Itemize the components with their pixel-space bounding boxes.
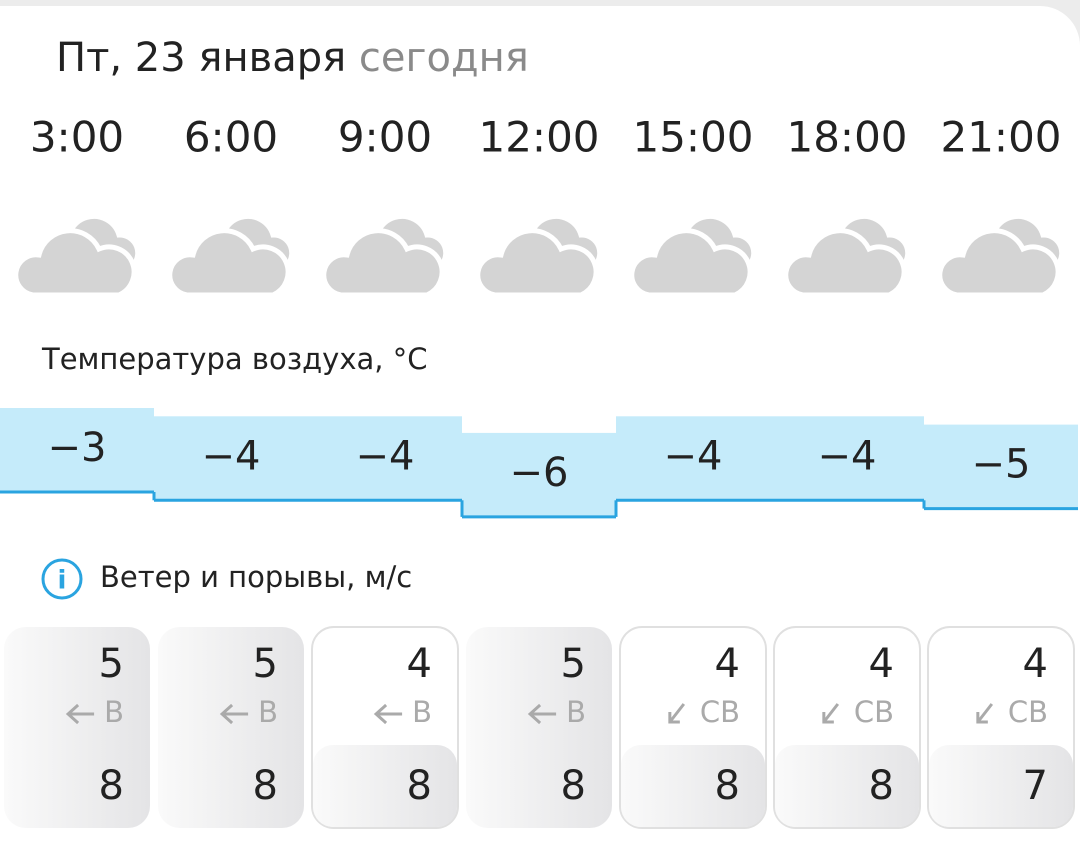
wind-gust: 8 [253,763,278,809]
hour: 15:00 [632,113,753,162]
temperature-value: −4 [202,433,261,479]
temperature-value: −4 [356,433,415,479]
temperature-value: −5 [972,442,1031,488]
wind-direction: В [566,695,586,729]
cloud-icon [167,213,295,298]
wind-gust: 8 [561,763,586,809]
hour: 6:00 [184,113,278,162]
temperature-band [616,416,770,501]
hour: 18:00 [786,113,907,162]
cloud-icon [13,213,141,298]
cloud-icon [783,213,911,298]
wind-arrow [527,703,557,725]
wind-direction: СВ [1008,695,1048,729]
wind-arrow [668,703,686,724]
temperature-band [462,432,616,517]
gust-area [929,745,1073,827]
info-icon-glyph: i [58,566,67,596]
temperature-band [0,408,154,492]
wind-arrow [65,703,95,725]
temperature-band [924,424,1078,509]
wind-arrow [219,703,249,725]
wind-gust: 8 [715,763,740,809]
temperature-value: −6 [510,450,569,496]
wind-speed: 5 [253,641,278,687]
hour: 21:00 [940,113,1061,162]
wind-arrow [822,703,840,724]
wind-speed: 4 [869,641,894,687]
wind-speed: 4 [715,641,740,687]
gust-area [313,745,457,827]
hour: 9:00 [338,113,432,162]
wind-gust: 8 [99,763,124,809]
temperature-band [308,416,462,501]
gust-area [775,745,919,827]
wind-label: Ветер и порывы, м/с [100,560,412,594]
temperature-band [770,416,924,501]
wind-card [158,627,304,828]
wind-speed: 4 [1023,641,1048,687]
temperature-band [154,416,308,501]
hour: 12:00 [478,113,599,162]
cloud-icon [629,213,757,298]
date: Пт, 23 января сегодня [56,35,529,81]
wind-speed: 4 [407,641,432,687]
wind-direction: В [104,695,124,729]
wind-direction: СВ [854,695,894,729]
wind-arrow [373,703,403,725]
wind-gust: 8 [407,763,432,809]
wind-speed: 5 [561,641,586,687]
info-icon[interactable] [41,558,83,600]
hour: 3:00 [30,113,124,162]
temperature-value: −4 [818,433,877,479]
today: сегодня [359,35,529,81]
day: Пт, 23 января [56,35,346,81]
wind-gust: 8 [869,763,894,809]
temperature-value: −4 [664,433,723,479]
temperature-value: −3 [48,425,107,471]
gust-area [621,745,765,827]
wind-direction: В [258,695,278,729]
cloud-icon [321,213,449,298]
cloud-icon [475,213,603,298]
wind-card [4,627,150,828]
wind-speed: 5 [99,641,124,687]
temperature-label: Температура воздуха, °C [41,342,427,376]
wind-gust: 7 [1023,763,1048,809]
wind-arrow [976,703,994,724]
cloud-icon [937,213,1065,298]
wind-direction: В [412,695,432,729]
wind-direction: СВ [700,695,740,729]
wind-card [466,627,612,828]
